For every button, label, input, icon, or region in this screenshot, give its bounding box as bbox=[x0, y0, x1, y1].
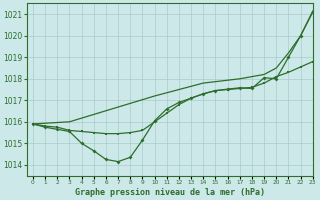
X-axis label: Graphe pression niveau de la mer (hPa): Graphe pression niveau de la mer (hPa) bbox=[75, 188, 265, 197]
